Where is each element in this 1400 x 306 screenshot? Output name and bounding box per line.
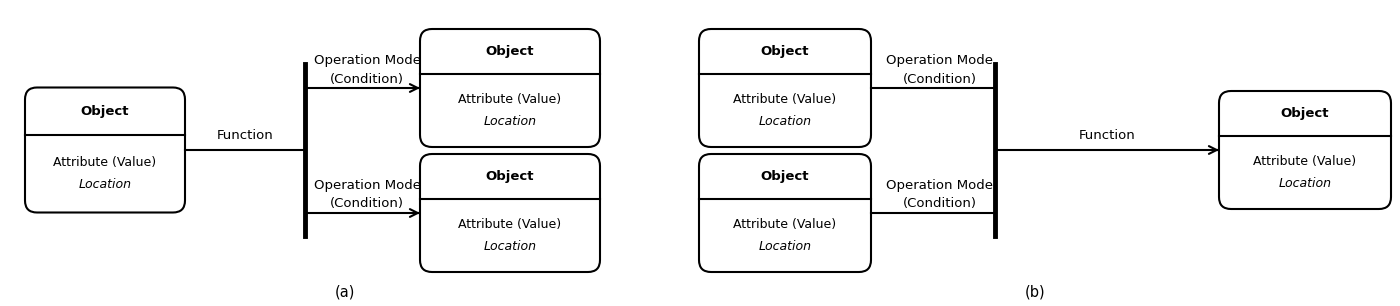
Text: (Condition): (Condition): [903, 73, 977, 85]
Text: Attribute (Value): Attribute (Value): [734, 218, 837, 231]
Text: Operation Mode: Operation Mode: [886, 54, 994, 68]
Text: Operation Mode: Operation Mode: [314, 54, 420, 68]
Text: Attribute (Value): Attribute (Value): [734, 93, 837, 106]
Text: Location: Location: [78, 178, 132, 192]
FancyBboxPatch shape: [699, 154, 871, 272]
Text: Object: Object: [760, 170, 809, 183]
Text: Operation Mode: Operation Mode: [886, 180, 994, 192]
Text: Object: Object: [760, 45, 809, 58]
FancyBboxPatch shape: [420, 29, 601, 147]
Text: Location: Location: [759, 114, 812, 128]
Text: (Condition): (Condition): [330, 73, 405, 85]
Text: (Condition): (Condition): [330, 197, 405, 211]
Text: Function: Function: [217, 129, 273, 142]
FancyBboxPatch shape: [699, 29, 871, 147]
Text: Attribute (Value): Attribute (Value): [458, 218, 561, 231]
Text: Attribute (Value): Attribute (Value): [1253, 155, 1357, 168]
Text: Attribute (Value): Attribute (Value): [458, 93, 561, 106]
Text: Operation Mode: Operation Mode: [314, 180, 420, 192]
Text: Object: Object: [81, 105, 129, 118]
FancyBboxPatch shape: [1219, 91, 1392, 209]
Text: (b): (b): [1025, 285, 1046, 300]
Text: Location: Location: [483, 114, 536, 128]
Text: Location: Location: [1278, 177, 1331, 189]
FancyBboxPatch shape: [25, 88, 185, 212]
Text: (Condition): (Condition): [903, 197, 977, 211]
Text: Location: Location: [759, 240, 812, 252]
Text: Object: Object: [486, 170, 535, 183]
FancyBboxPatch shape: [420, 154, 601, 272]
Text: Function: Function: [1078, 129, 1135, 142]
Text: Object: Object: [486, 45, 535, 58]
Text: Location: Location: [483, 240, 536, 252]
Text: Attribute (Value): Attribute (Value): [53, 156, 157, 169]
Text: Object: Object: [1281, 107, 1329, 120]
Text: (a): (a): [335, 285, 356, 300]
